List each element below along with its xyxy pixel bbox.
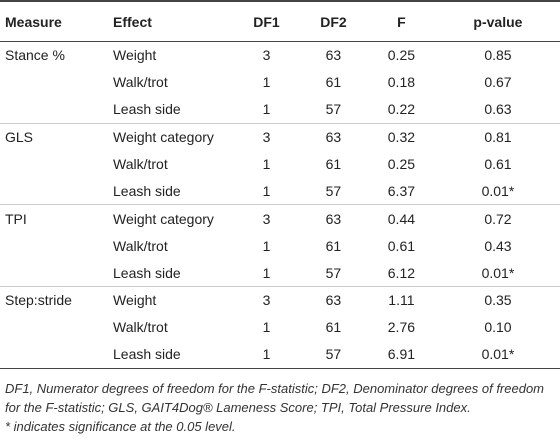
value-cell: 1: [262, 237, 271, 254]
value-cell: 6.91: [387, 346, 416, 363]
effect-cell: Leash side: [113, 264, 181, 281]
effect-cell: Weight: [113, 47, 157, 64]
value-cell: 61: [325, 74, 342, 91]
value-cell: 0.63: [484, 101, 512, 118]
effect-cell: Leash side: [113, 182, 181, 199]
measure-cell: [0, 96, 113, 123]
value-cell: 0.18: [387, 74, 416, 91]
table-row: Step:stride Weight 3 63 1.11 0.35: [0, 286, 560, 314]
value-cell: 61: [325, 237, 342, 254]
value-cell: 0.01*: [481, 182, 515, 199]
value-cell: 6.37: [387, 182, 416, 199]
value-cell: 1: [262, 319, 271, 336]
measure-cell: [0, 69, 113, 96]
effect-cell: Weight: [113, 286, 233, 314]
footnotes: DF1, Numerator degrees of freedom for th…: [5, 379, 555, 436]
measure-cell: [0, 232, 113, 259]
value-cell: 61: [325, 319, 342, 336]
value-cell: 0.01*: [481, 346, 515, 363]
measure-cell: [0, 341, 113, 368]
value-cell: 1: [262, 346, 271, 363]
table-row: Leash side 1 57 0.22 0.63: [0, 96, 560, 123]
value-cell: 63: [325, 47, 342, 64]
table-row: Stance % Weight 3 63 0.25 0.85: [0, 42, 560, 69]
table-row: GLS Weight category 3 63 0.32 0.81: [0, 122, 560, 151]
value-cell: 57: [325, 264, 342, 281]
value-cell: 0.67: [484, 74, 512, 91]
value-cell: 61: [325, 156, 342, 172]
value-cell: 0.72: [435, 204, 560, 233]
value-cell: 63: [299, 122, 367, 151]
value-cell: 0.81: [435, 122, 560, 151]
value-cell: 3: [233, 286, 300, 314]
effect-cell: Weight category: [113, 122, 233, 151]
value-cell: 0.85: [484, 47, 512, 64]
value-cell: 0.10: [484, 319, 512, 336]
value-cell: 57: [325, 101, 342, 118]
value-cell: 1: [262, 264, 271, 281]
effect-cell: Walk/trot: [113, 156, 168, 172]
value-cell: 0.25: [387, 47, 416, 64]
effect-cell: Walk/trot: [113, 237, 168, 254]
footnote: DF1, Numerator degrees of freedom for th…: [5, 380, 545, 415]
value-cell: 0.25: [387, 156, 416, 172]
measure-cell: GLS: [0, 122, 113, 151]
value-cell: 1: [262, 182, 271, 199]
value-cell: 0.44: [366, 204, 436, 233]
value-cell: 3: [233, 122, 300, 151]
value-cell: 0.43: [484, 237, 512, 254]
effect-cell: Weight category: [113, 204, 233, 233]
value-cell: 0.61: [484, 156, 512, 172]
value-cell: 57: [325, 182, 342, 199]
value-cell: 0.61: [387, 237, 416, 254]
effect-cell: Walk/trot: [113, 74, 168, 91]
measure-cell: Stance %: [5, 47, 65, 64]
table-row: Leash side 1 57 6.37 0.01*: [0, 177, 560, 204]
header-cell: F: [366, 1, 436, 42]
header-cell: p-value: [435, 1, 560, 42]
table-row: Walk/trot 1 61 2.76 0.10: [0, 314, 560, 341]
header-cell: DF1: [233, 1, 300, 42]
value-cell: 1: [262, 74, 271, 91]
header-cell: Measure: [0, 1, 113, 42]
header-cell: Effect: [113, 1, 233, 42]
measure-cell: [0, 314, 113, 341]
value-cell: 63: [299, 286, 367, 314]
value-cell: 1: [262, 156, 271, 172]
effect-cell: Leash side: [113, 101, 181, 118]
value-cell: 57: [325, 346, 342, 363]
table-row: TPI Weight category 3 63 0.44 0.72: [0, 204, 560, 233]
table-body: Stance % Weight 3 63 0.25 0.85 Walk/trot 1 61 0.1…: [0, 42, 560, 369]
value-cell: 0.22: [387, 101, 416, 118]
value-cell: 1.11: [366, 286, 436, 314]
table-row: Leash side 1 57 6.12 0.01*: [0, 259, 560, 286]
value-cell: 0.35: [435, 286, 560, 314]
table-row: Walk/trot 1 61 0.25 0.61: [0, 151, 560, 178]
value-cell: 0.32: [366, 122, 436, 151]
table-row: Walk/trot 1 61 0.61 0.43: [0, 232, 560, 259]
header-cell: DF2: [299, 1, 367, 42]
footnote: * indicates significance at the 0.05 lev…: [5, 418, 236, 434]
value-cell: 0.01*: [481, 264, 515, 281]
effect-cell: Walk/trot: [113, 319, 168, 336]
value-cell: 63: [299, 204, 367, 233]
table-row: Walk/trot 1 61 0.18 0.67: [0, 69, 560, 96]
value-cell: 3: [262, 47, 271, 64]
measure-cell: [0, 177, 113, 204]
measure-cell: [0, 151, 113, 178]
table-row: Leash side 1 57 6.91 0.01*: [0, 341, 560, 368]
value-cell: 3: [233, 204, 300, 233]
measure-cell: [0, 259, 113, 286]
measure-cell: TPI: [0, 204, 113, 233]
value-cell: 1: [262, 101, 271, 118]
effect-cell: Leash side: [113, 346, 181, 363]
value-cell: 6.12: [387, 264, 416, 281]
value-cell: 2.76: [387, 319, 416, 336]
measure-cell: Step:stride: [0, 286, 113, 314]
